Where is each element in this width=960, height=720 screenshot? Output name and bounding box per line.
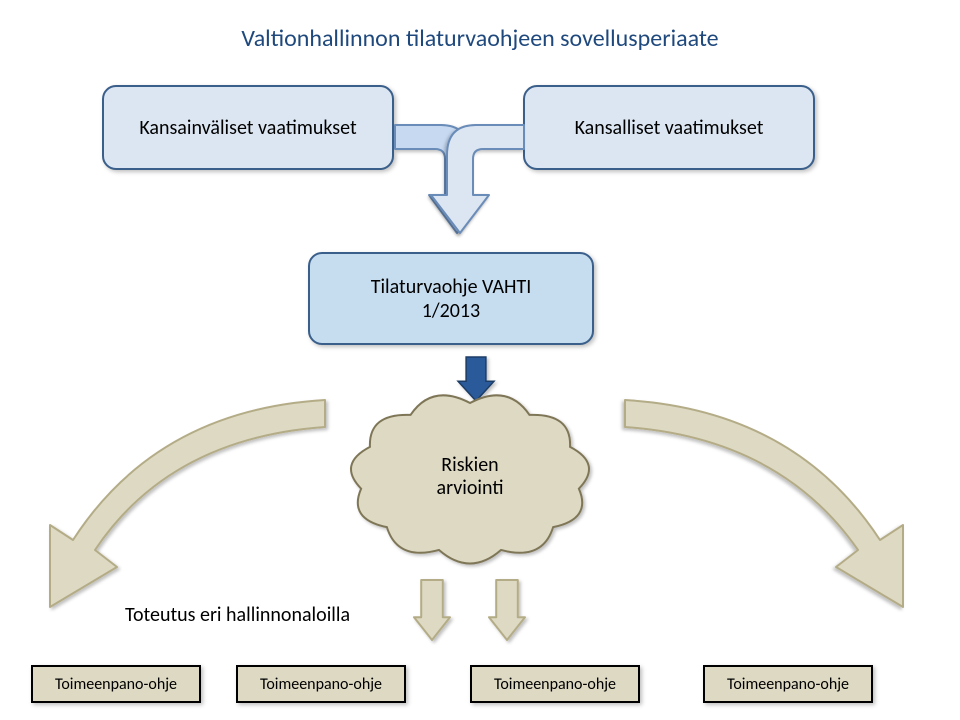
down-arrows-tan-group [414,580,525,640]
curved-arrow-tan-right-icon [625,400,903,607]
box-implementation-guide: Toimeenpano-ohje [236,665,406,703]
box-label: Toimeenpano-ohje [494,675,616,694]
box-implementation-guide: Toimeenpano-ohje [703,665,873,703]
box-implementation-guide: Toimeenpano-ohje [470,665,640,703]
down-arrow-blue-icon [458,357,494,401]
cloud-risk-assessment: Riskienarviointi [351,395,589,563]
down-arrow-tan-icon [414,580,450,640]
implementation-label: Toteutus eri hallinnonaloilla [125,603,350,627]
box-label: Toimeenpano-ohje [260,675,382,694]
svg-text:Riskienarviointi: Riskienarviointi [437,453,504,500]
box-implementation-guide: Toimeenpano-ohje [31,665,201,703]
down-arrow-tan-icon [489,580,525,640]
box-label: Toimeenpano-ohje [55,675,177,694]
box-label: Toimeenpano-ohje [727,675,849,694]
curved-arrow-tan-left-icon [50,400,325,607]
